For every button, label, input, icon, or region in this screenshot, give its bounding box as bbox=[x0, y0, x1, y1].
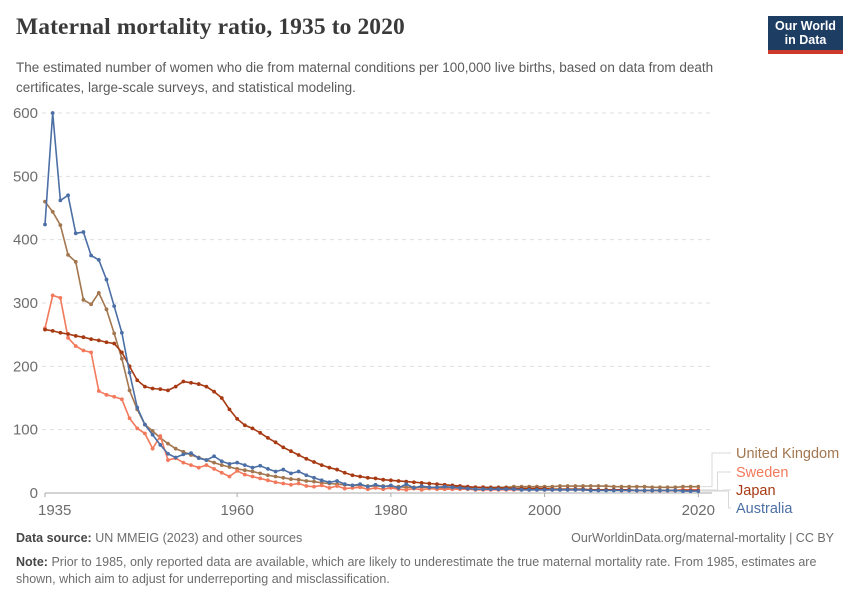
legend-label-united-kingdom[interactable]: United Kingdom bbox=[736, 446, 839, 462]
data-source-text: UN MMEIG (2023) and other sources bbox=[95, 531, 303, 545]
line-australia[interactable] bbox=[44, 112, 699, 492]
x-axis-label-2020: 2020 bbox=[682, 502, 715, 519]
y-axis-label-200: 200 bbox=[13, 358, 38, 375]
line-united-kingdom[interactable] bbox=[44, 201, 699, 489]
legend-connector-australia bbox=[701, 490, 731, 509]
credit-line[interactable]: OurWorldinData.org/maternal-mortality | … bbox=[571, 531, 834, 545]
y-axis-label-600: 600 bbox=[13, 105, 38, 122]
legend-label-australia[interactable]: Australia bbox=[736, 501, 793, 517]
line-sweden[interactable] bbox=[44, 294, 699, 492]
note-line: Note: Prior to 1985, only reported data … bbox=[16, 554, 834, 587]
data-source-line: Data source: UN MMEIG (2023) and other s… bbox=[16, 531, 302, 545]
legend-connector-sweden bbox=[701, 471, 731, 491]
chart-subtitle: The estimated number of women who die fr… bbox=[16, 60, 714, 96]
y-axis-label-100: 100 bbox=[13, 422, 38, 439]
owid-logo[interactable]: Our World in Data bbox=[768, 16, 843, 54]
x-axis-label-1960: 1960 bbox=[220, 502, 253, 519]
markers-sweden bbox=[43, 293, 701, 493]
owid-logo-line1: Our World bbox=[775, 19, 836, 33]
data-source-label: Data source: bbox=[16, 531, 92, 545]
markers-united-kingdom bbox=[43, 199, 701, 490]
y-axis-label-400: 400 bbox=[13, 232, 38, 249]
y-axis-label-500: 500 bbox=[13, 168, 38, 185]
legend-label-sweden[interactable]: Sweden bbox=[736, 465, 788, 481]
line-japan[interactable] bbox=[44, 328, 699, 492]
owid-logo-line2: in Data bbox=[784, 33, 827, 47]
y-axis-label-300: 300 bbox=[13, 295, 38, 312]
y-axis-label-0: 0 bbox=[30, 485, 38, 502]
legend-connector-united-kingdom bbox=[701, 452, 731, 488]
page-title: Maternal mortality ratio, 1935 to 2020 bbox=[16, 14, 405, 40]
legend-label-japan[interactable]: Japan bbox=[736, 483, 776, 499]
x-axis-label-2000: 2000 bbox=[528, 502, 561, 519]
note-text: Prior to 1985, only reported data are av… bbox=[16, 555, 817, 586]
markers-australia bbox=[43, 111, 701, 493]
x-axis-label-1980: 1980 bbox=[374, 502, 407, 519]
note-label: Note: bbox=[16, 555, 48, 569]
x-axis-label-1935: 1935 bbox=[38, 502, 71, 519]
markers-japan bbox=[43, 327, 701, 493]
chart-footer: Data source: UN MMEIG (2023) and other s… bbox=[16, 531, 834, 587]
